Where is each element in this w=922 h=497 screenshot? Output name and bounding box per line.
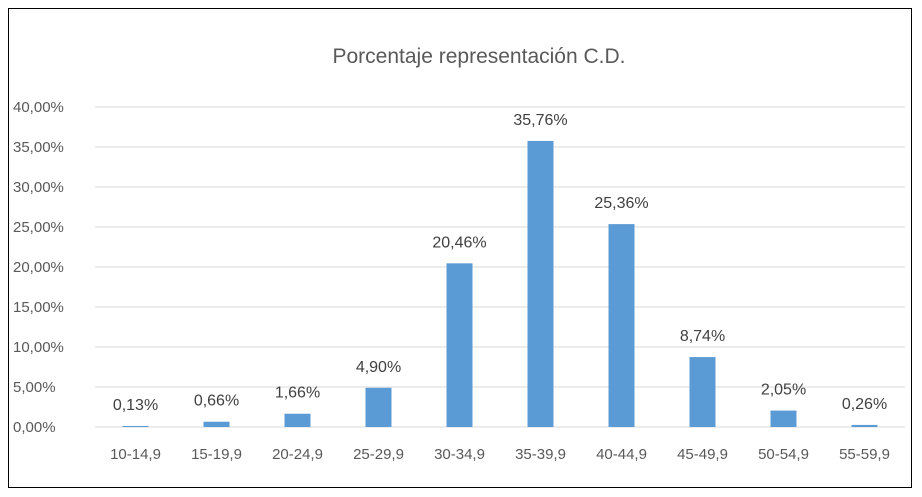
data-label: 2,05% xyxy=(761,382,806,399)
data-label: 20,46% xyxy=(432,234,486,251)
y-tick-label: 35,00% xyxy=(13,139,64,156)
x-tick-label: 25-29,9 xyxy=(353,446,404,463)
bar xyxy=(770,410,797,427)
bar xyxy=(527,140,554,428)
y-tick-label: 20,00% xyxy=(13,259,64,276)
y-tick-label: 25,00% xyxy=(13,219,64,236)
x-tick-label: 45-49,9 xyxy=(677,446,728,463)
y-tick-label: 10,00% xyxy=(13,339,64,356)
chart-title: Porcentaje representación C.D. xyxy=(333,45,626,68)
y-tick-label: 5,00% xyxy=(13,379,56,396)
x-tick-label: 55-59,9 xyxy=(839,446,890,463)
data-label: 35,76% xyxy=(513,112,567,129)
data-label: 0,13% xyxy=(113,397,158,414)
data-label: 0,26% xyxy=(842,396,887,413)
bar xyxy=(608,224,635,427)
data-label: 4,90% xyxy=(356,359,401,376)
gridlines xyxy=(95,106,905,428)
y-tick-label: 30,00% xyxy=(13,179,64,196)
x-tick-label: 40-44,9 xyxy=(596,446,647,463)
bar xyxy=(122,425,149,427)
bar-chart: Porcentaje representación C.D. 0,00% 5,00… xyxy=(13,45,905,463)
x-tick-label: 20-24,9 xyxy=(272,446,323,463)
y-tick-label: 40,00% xyxy=(13,99,64,116)
bar xyxy=(689,357,716,427)
bars xyxy=(122,140,878,428)
x-axis-ticks: 10-14,9 15-19,9 20-24,9 25-29,9 30-34,9 35-39… xyxy=(110,446,890,463)
y-tick-label: 15,00% xyxy=(13,299,64,316)
data-label: 25,36% xyxy=(594,195,648,212)
data-label: 8,74% xyxy=(680,328,725,345)
x-tick-label: 10-14,9 xyxy=(110,446,161,463)
bar xyxy=(203,421,230,427)
x-tick-label: 50-54,9 xyxy=(758,446,809,463)
chart-frame: Porcentaje representación C.D. 0,00% 5,00… xyxy=(8,8,912,488)
x-tick-label: 35-39,9 xyxy=(515,446,566,463)
data-label: 0,66% xyxy=(194,393,239,410)
bar xyxy=(284,413,311,427)
data-labels: 0,13% 0,66% 1,66% 4,90% 20,46% 35,76% 25,36% 8,… xyxy=(113,112,887,414)
bar xyxy=(851,424,878,427)
y-tick-label: 0,00% xyxy=(13,419,56,436)
bar xyxy=(365,387,392,427)
data-label: 1,66% xyxy=(275,385,320,402)
bar xyxy=(446,263,473,427)
x-tick-label: 30-34,9 xyxy=(434,446,485,463)
x-tick-label: 15-19,9 xyxy=(191,446,242,463)
y-axis-ticks: 0,00% 5,00% 10,00% 15,00% 20,00% 25,00% 30,00%… xyxy=(13,99,64,436)
